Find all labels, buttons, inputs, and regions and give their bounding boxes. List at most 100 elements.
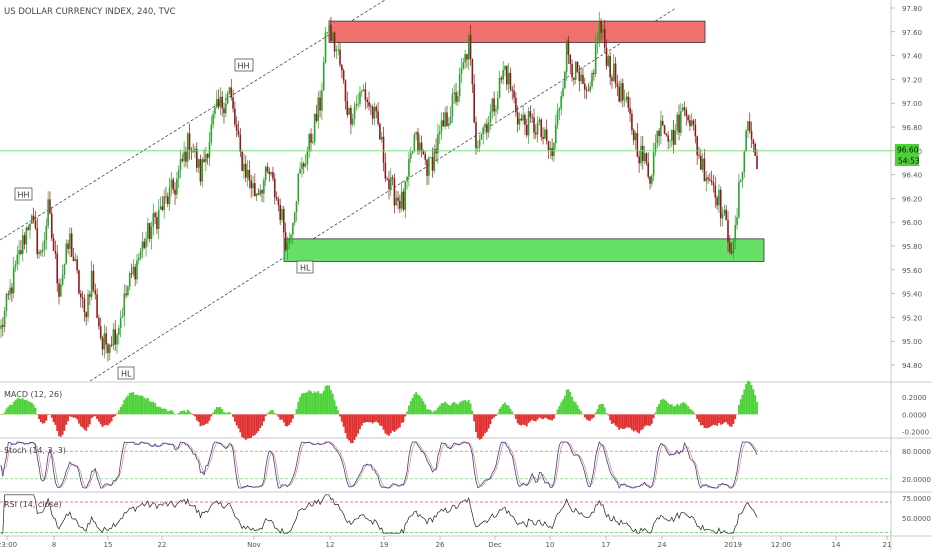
macd-bar bbox=[556, 409, 559, 415]
candle-body bbox=[491, 98, 494, 112]
candle-body bbox=[89, 294, 91, 297]
candle-body bbox=[306, 151, 309, 165]
candle-body bbox=[23, 235, 26, 245]
macd-bar bbox=[707, 414, 709, 428]
candle-body bbox=[244, 163, 247, 178]
macd-bar bbox=[382, 414, 385, 430]
candle-body bbox=[255, 193, 258, 197]
macd-bar bbox=[408, 405, 410, 415]
macd-bar bbox=[72, 414, 75, 418]
macd-bar bbox=[349, 414, 352, 444]
candle-body bbox=[112, 329, 115, 346]
candle-body bbox=[362, 89, 365, 91]
macd-bar bbox=[311, 393, 314, 415]
macd-bar bbox=[462, 400, 465, 415]
macd-bar bbox=[444, 401, 447, 415]
candle-body bbox=[353, 106, 356, 119]
candle-body bbox=[473, 84, 475, 123]
candle-body bbox=[699, 155, 702, 170]
macd-bar bbox=[560, 402, 563, 415]
price-tick-label: 96.80 bbox=[902, 124, 922, 132]
candle-body bbox=[326, 32, 329, 34]
candle-body bbox=[148, 222, 151, 239]
macd-bar bbox=[565, 389, 568, 415]
time-tick-label: Nov bbox=[247, 541, 261, 549]
candle-body bbox=[547, 141, 550, 150]
macd-bar bbox=[369, 414, 372, 423]
candle-body bbox=[620, 83, 622, 102]
candle-body bbox=[221, 96, 223, 109]
candle-body bbox=[76, 259, 78, 271]
candle-body bbox=[741, 171, 744, 180]
macd-bar bbox=[591, 414, 593, 419]
macd-bar bbox=[524, 414, 526, 426]
macd-bar bbox=[206, 414, 209, 424]
macd-bar bbox=[424, 404, 427, 415]
macd-bar bbox=[580, 411, 583, 415]
macd-bar bbox=[705, 414, 708, 429]
macd-bar bbox=[750, 385, 753, 415]
macd-bar bbox=[85, 414, 88, 431]
support-zone bbox=[283, 238, 765, 262]
macd-bar bbox=[437, 407, 439, 415]
macd-bar bbox=[505, 404, 508, 415]
candle-body bbox=[108, 344, 111, 353]
macd-bar bbox=[460, 401, 463, 415]
candle-body bbox=[418, 142, 421, 152]
time-axis[interactable]: 23:00 8 15 22 Nov 12 19 26 Dec 10 17 24 2019 12:00 14 2… bbox=[0, 536, 891, 549]
macd-bar bbox=[148, 400, 151, 415]
candle-body bbox=[587, 90, 590, 92]
macd-bar bbox=[337, 410, 340, 415]
candle-body bbox=[328, 24, 330, 33]
candle-body bbox=[114, 329, 117, 345]
annotation-hl-1-label: HL bbox=[121, 370, 132, 379]
macd-bar bbox=[618, 414, 621, 430]
macd-label: MACD (12, 26) bbox=[4, 390, 62, 399]
macd-bar bbox=[714, 414, 717, 426]
candle-body bbox=[25, 227, 28, 245]
time-tick-label: 2019 bbox=[724, 541, 742, 549]
candle-body bbox=[438, 131, 441, 135]
macd-bar bbox=[482, 414, 485, 437]
candle-body bbox=[643, 153, 646, 161]
macd-bar bbox=[152, 401, 155, 415]
macd-bar bbox=[244, 414, 247, 440]
macd-bar bbox=[3, 412, 6, 415]
macd-bar bbox=[29, 402, 31, 415]
macd-bar bbox=[502, 403, 505, 415]
candle-body bbox=[333, 32, 336, 52]
candle-body bbox=[239, 134, 242, 152]
candle-body bbox=[649, 176, 651, 184]
macd-bar bbox=[438, 405, 441, 415]
trend-channel bbox=[0, 0, 677, 382]
time-tick-label: 24 bbox=[658, 541, 667, 549]
macd-bar bbox=[36, 414, 39, 415]
candle-body bbox=[424, 154, 427, 160]
candle-body bbox=[451, 93, 454, 117]
candle-body bbox=[366, 99, 369, 102]
candle-body bbox=[627, 96, 630, 108]
macd-bar bbox=[166, 411, 169, 415]
price-tick-label: 95.40 bbox=[902, 291, 922, 299]
macd-bar bbox=[754, 395, 757, 415]
candle-body bbox=[703, 158, 706, 182]
price-axis[interactable]: 97.80 97.60 97.40 97.20 97.00 96.80 96.60 96.40… bbox=[891, 5, 922, 370]
macd-bar bbox=[650, 414, 653, 424]
candle-body bbox=[525, 124, 528, 136]
annotation-hh-1-label: HH bbox=[18, 191, 30, 200]
macd-bar bbox=[359, 414, 361, 430]
candle-body bbox=[237, 130, 240, 135]
candle-body bbox=[186, 133, 189, 162]
macd-bar bbox=[473, 414, 476, 422]
candle-body bbox=[453, 92, 456, 94]
macd-bar bbox=[78, 414, 80, 424]
candle-body bbox=[641, 145, 644, 161]
macd-bar bbox=[54, 414, 57, 425]
candle-body bbox=[698, 155, 700, 157]
candle-body bbox=[121, 315, 124, 318]
macd-bar bbox=[727, 414, 729, 425]
candle-body bbox=[569, 54, 572, 65]
macd-bar bbox=[676, 403, 679, 415]
candle-body bbox=[689, 120, 691, 126]
